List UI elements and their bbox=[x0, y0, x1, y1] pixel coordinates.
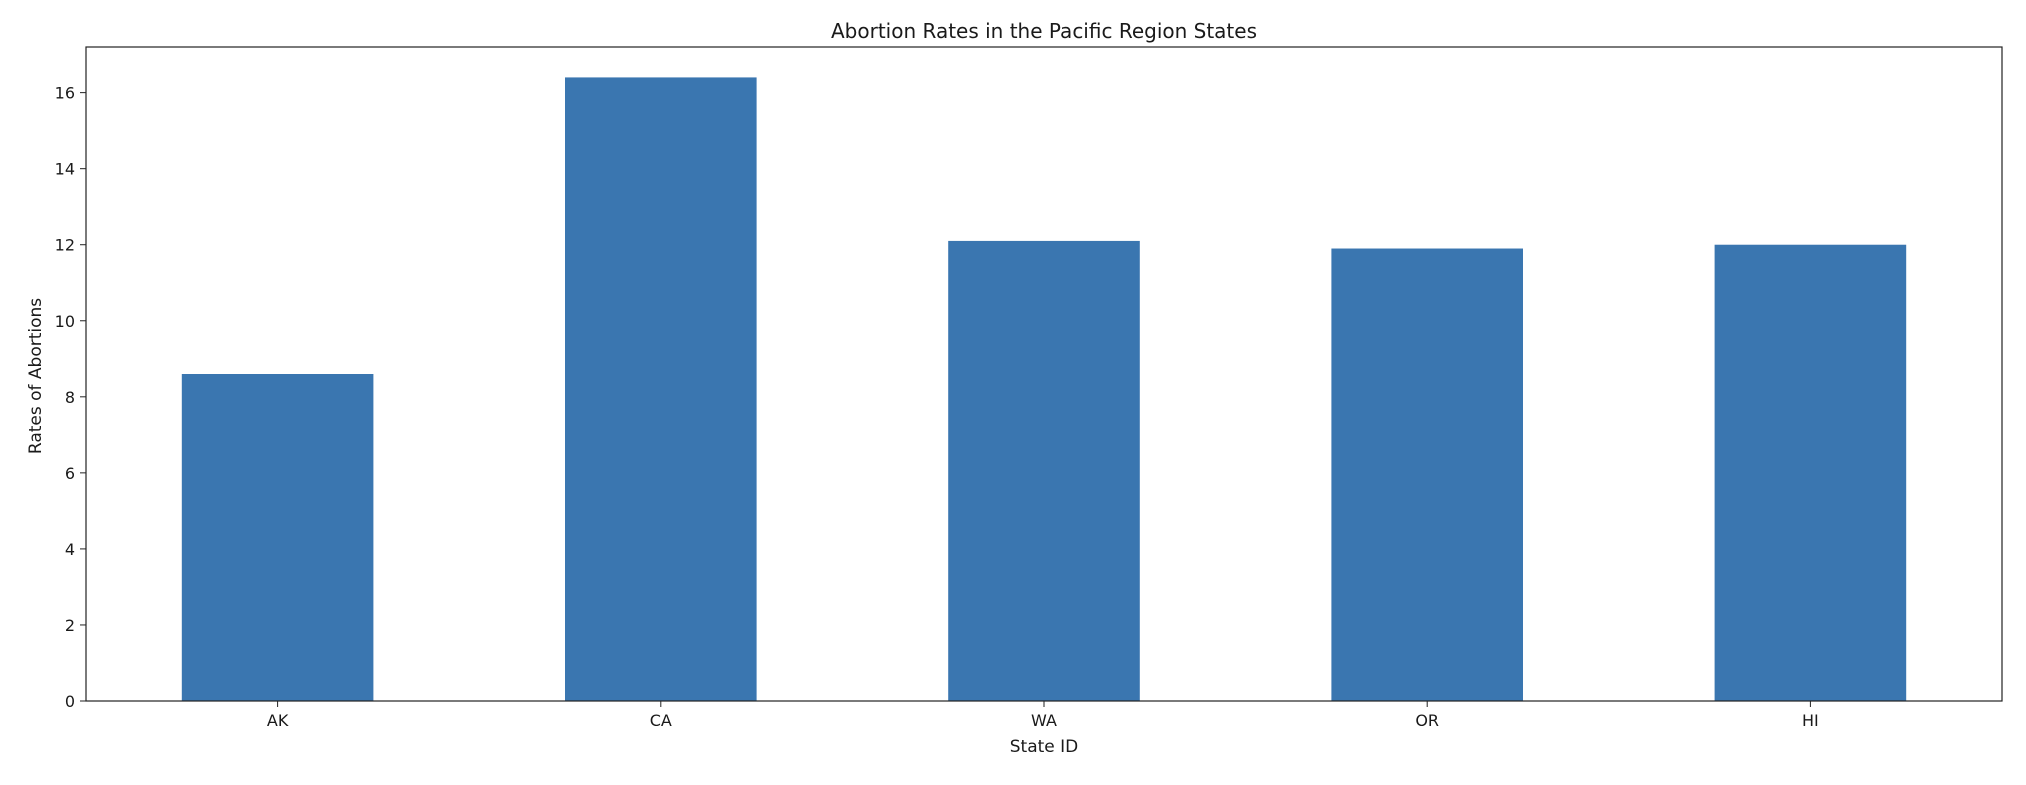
x-tick-label: AK bbox=[267, 711, 289, 730]
x-tick-label: WA bbox=[1031, 711, 1057, 730]
y-tick-label: 16 bbox=[55, 84, 75, 103]
y-tick-label: 2 bbox=[65, 616, 75, 635]
y-tick-label: 4 bbox=[65, 540, 75, 559]
y-tick-label: 6 bbox=[65, 464, 75, 483]
y-tick-label: 10 bbox=[55, 312, 75, 331]
x-tick-label: HI bbox=[1802, 711, 1819, 730]
bar-hi bbox=[1714, 244, 1907, 701]
y-tick-label: 14 bbox=[55, 160, 75, 179]
x-tick-label: CA bbox=[650, 711, 672, 730]
y-axis-label: Rates of Abortions bbox=[26, 298, 46, 454]
x-tick-label: OR bbox=[1415, 711, 1439, 730]
y-tick-label: 8 bbox=[65, 388, 75, 407]
bar-or bbox=[1331, 248, 1523, 701]
x-axis-ticks: AK CA WA OR HI bbox=[267, 701, 1819, 730]
bar-ak bbox=[181, 374, 374, 701]
bar-ca bbox=[565, 77, 757, 702]
y-axis-ticks: 0 2 4 6 8 10 12 14 16 bbox=[55, 84, 86, 711]
chart-title: Abortion Rates in the Pacific Region Sta… bbox=[831, 19, 1257, 43]
y-tick-label: 0 bbox=[65, 692, 75, 711]
bars-layer bbox=[181, 77, 1907, 702]
y-tick-label: 12 bbox=[55, 236, 75, 255]
bar-wa bbox=[948, 240, 1140, 701]
x-axis-label: State ID bbox=[1010, 737, 1079, 757]
plot-frame bbox=[85, 46, 2003, 702]
